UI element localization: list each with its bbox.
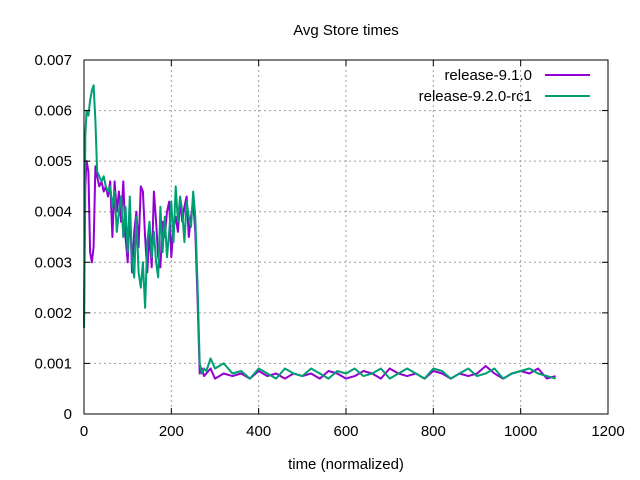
- y-tick-label: 0.006: [34, 103, 72, 120]
- y-tick-label: 0: [64, 406, 72, 423]
- x-tick-label: 1000: [504, 423, 537, 440]
- series-line-1: [83, 160, 556, 380]
- series-line-2: [83, 84, 556, 380]
- legend: release-9.1.0 release-9.2.0-rc1: [419, 67, 590, 105]
- x-axis-label: time (normalized): [288, 456, 404, 473]
- x-tick-label: 0: [80, 423, 88, 440]
- x-tick-label: 400: [246, 423, 271, 440]
- x-tick-label: 800: [421, 423, 446, 440]
- x-tick-label: 1200: [591, 423, 624, 440]
- y-tick-label: 0.003: [34, 254, 72, 271]
- series-lines: [83, 84, 556, 380]
- y-tick-label: 0.004: [34, 204, 72, 221]
- axis-ticks: 0 200 400 600 800 1000 1200 0 0.001 0.002 0.003 0.0…: [34, 52, 624, 440]
- y-tick-label: 0.001: [34, 355, 72, 372]
- x-tick-label: 200: [159, 423, 184, 440]
- y-tick-label: 0.007: [34, 52, 72, 69]
- y-tick-label: 0.005: [34, 153, 72, 170]
- legend-label: release-9.1.0: [444, 67, 532, 84]
- y-tick-label: 0.002: [34, 305, 72, 322]
- x-tick-label: 600: [333, 423, 358, 440]
- chart-title: Avg Store times: [293, 22, 399, 39]
- legend-label: release-9.2.0-rc1: [419, 88, 532, 105]
- grid: [84, 60, 608, 414]
